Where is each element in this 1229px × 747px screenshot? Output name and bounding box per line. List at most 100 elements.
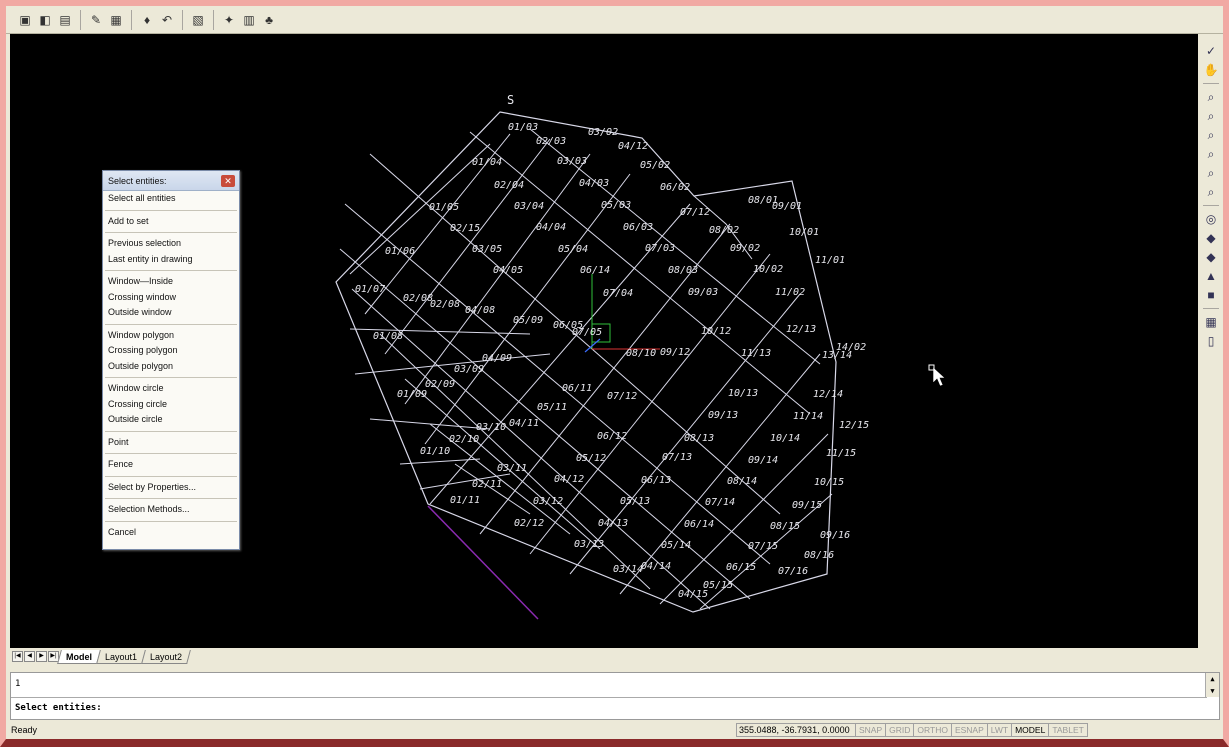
tab-layout2[interactable]: Layout2 xyxy=(141,649,191,664)
table-icon[interactable]: ▦ xyxy=(1205,315,1217,329)
parcel-label: 06/12 xyxy=(597,431,627,442)
menu-item[interactable]: Crossing circle xyxy=(108,398,168,409)
menu-item[interactable]: Last entity in drawing xyxy=(108,253,193,264)
match-properties-icon[interactable]: ✎ xyxy=(90,12,102,27)
parcel-label: 02/12 xyxy=(514,518,544,529)
tab-nav-button[interactable]: |◀ xyxy=(12,651,23,662)
toolbar-separator xyxy=(131,9,132,30)
menu-item[interactable]: Crossing polygon xyxy=(108,345,178,355)
zoom-previous-icon[interactable]: ⌕ xyxy=(1207,109,1215,123)
status-text: Ready xyxy=(11,725,38,735)
status-toggle-grid[interactable]: GRID xyxy=(885,723,915,737)
parcel-label: 11/02 xyxy=(775,287,805,298)
zoom-realtime-icon[interactable]: ⌕ xyxy=(1207,90,1215,104)
tab-label: Model xyxy=(66,651,92,662)
select-entities-menu: Select entities: ✕ Select all entities Ad… xyxy=(102,170,240,550)
status-toggle-tablet[interactable]: TABLET xyxy=(1048,723,1088,737)
menu-item[interactable]: Window—Inside xyxy=(108,276,174,286)
menu-item[interactable]: Previous selection xyxy=(108,238,182,248)
grid-line xyxy=(569,293,801,575)
menu-separator xyxy=(105,323,237,325)
layers-icon[interactable]: ◧ xyxy=(39,12,51,27)
parcel-label: 04/15 xyxy=(678,589,708,600)
render-icon[interactable]: ✦ xyxy=(223,12,235,27)
parcel-label: 07/13 xyxy=(662,452,692,463)
right-toolbar: ✓ ✋ ⌕ ⌕ ⌕ ⌕ ⌕ ⌕ ◎ ◆ ◆ ▲ ■ ▦ ▯ xyxy=(1199,38,1223,648)
menu-item[interactable]: Select all entities xyxy=(108,193,176,203)
render-shade-icon[interactable]: ◆ xyxy=(1206,231,1216,245)
undo-redo-icon[interactable]: ↶ xyxy=(161,12,173,27)
tab-layout1[interactable]: Layout1 xyxy=(96,649,146,664)
block-icon[interactable]: ■ xyxy=(1207,288,1215,302)
paint-icon[interactable]: ▲ xyxy=(1205,269,1217,283)
menu-title: Select entities: xyxy=(108,175,167,186)
status-toggle-model[interactable]: MODEL xyxy=(1011,723,1050,737)
parcel-label: 03/02 xyxy=(588,127,618,138)
menu-item[interactable]: Select by Properties... xyxy=(108,481,197,492)
print-preview-icon[interactable]: ▥ xyxy=(243,12,255,27)
menu-item[interactable]: Outside polygon xyxy=(108,360,174,371)
menu-item[interactable]: Outside window xyxy=(108,307,172,317)
parcel-label: 04/11 xyxy=(509,418,539,429)
parcel-label: 02/04 xyxy=(494,180,524,191)
plot-icon[interactable]: ▧ xyxy=(192,12,204,27)
parcel-label: 03/10 xyxy=(476,422,506,433)
grid-line xyxy=(369,153,781,515)
zoom-extents-icon[interactable]: ⌕ xyxy=(1207,147,1215,161)
zoom-scale-icon[interactable]: ⌕ xyxy=(1207,166,1215,180)
menu-item[interactable]: Crossing window xyxy=(108,291,177,302)
status-toggle-lwt[interactable]: LWT xyxy=(986,723,1013,737)
close-icon[interactable]: ✕ xyxy=(221,174,235,187)
parcel-label: 03/03 xyxy=(557,156,587,167)
menu-item[interactable]: Cancel xyxy=(108,526,137,537)
parcel-label: 04/05 xyxy=(493,265,523,276)
coordinate-readout[interactable]: 355.0488, -36.7931, 0.0000 xyxy=(736,723,856,737)
grid-line xyxy=(349,328,531,335)
command-scrollbar[interactable]: ▲ ▼ xyxy=(1205,673,1219,697)
status-toggle-ortho[interactable]: ORTHO xyxy=(913,723,952,737)
zoom-window-icon[interactable]: ⌕ xyxy=(1207,128,1215,142)
parcel-label: 03/05 xyxy=(472,244,502,255)
tab-model[interactable]: Model xyxy=(57,649,101,664)
menu-item[interactable]: Window polygon xyxy=(108,329,175,340)
menu-item[interactable]: Add to set xyxy=(108,215,149,226)
brush-icon[interactable]: ♦ xyxy=(143,12,151,27)
parcel-label: 01/10 xyxy=(420,446,450,457)
menu-item[interactable]: Window circle xyxy=(108,383,164,393)
menu-separator xyxy=(105,475,237,477)
top-toolbar: ▣ ◧ ▤ ✎ ▦ ♦ ↶ ▧ ✦ ▥ ♣ xyxy=(6,6,1223,34)
parcel-label: 07/12 xyxy=(680,207,710,218)
pan-hand-icon[interactable]: ✋ xyxy=(1203,63,1219,77)
tab-label: Layout2 xyxy=(150,651,183,662)
save-icon[interactable]: ▣ xyxy=(19,12,31,27)
parcel-label: 07/14 xyxy=(705,497,735,508)
properties-icon[interactable]: ▤ xyxy=(59,12,71,27)
parcel-label: 03/12 xyxy=(533,496,563,507)
menu-item[interactable]: Point xyxy=(108,436,129,447)
parcel-label: 06/05 xyxy=(553,320,583,331)
parcel-label: 05/14 xyxy=(661,540,691,551)
zoom-in-icon[interactable]: ⌕ xyxy=(1207,185,1215,199)
parcel-label: 01/11 xyxy=(450,495,480,506)
design-center-icon[interactable]: ▦ xyxy=(110,12,122,27)
layout-icon[interactable]: ▯ xyxy=(1207,334,1215,348)
status-toggle-snap[interactable]: SNAP xyxy=(855,723,887,737)
parcel-label: 08/02 xyxy=(709,225,739,236)
pan-check-icon[interactable]: ✓ xyxy=(1205,44,1217,58)
menu-item[interactable]: Outside circle xyxy=(108,414,163,424)
orbit-icon[interactable]: ◎ xyxy=(1205,212,1217,226)
status-toggle-esnap[interactable]: ESNAP xyxy=(950,723,988,737)
menu-item[interactable]: Selection Methods... xyxy=(108,504,190,514)
grid-line xyxy=(429,423,571,535)
publish-icon[interactable]: ♣ xyxy=(265,12,273,27)
pickbox-icon xyxy=(928,364,935,371)
menu-item[interactable]: Fence xyxy=(108,459,134,469)
command-window[interactable]: 1 ▲ ▼ Select entities: xyxy=(10,672,1220,720)
menu-separator xyxy=(105,520,237,522)
parcel-label: 04/13 xyxy=(598,518,628,529)
command-prompt[interactable]: Select entities: xyxy=(15,703,102,713)
tab-nav-button[interactable]: ▶ xyxy=(36,651,47,662)
sheet-set-icon[interactable]: ◆ xyxy=(1206,250,1216,264)
tab-nav-button[interactable]: ◀ xyxy=(24,651,35,662)
